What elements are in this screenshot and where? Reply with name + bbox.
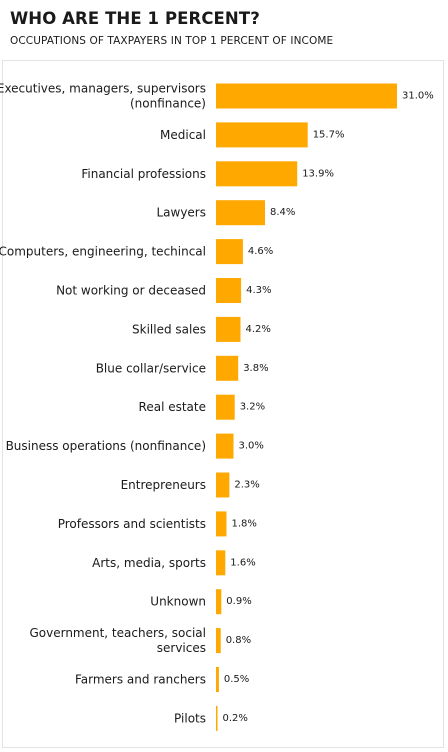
value-label-14: 0.8% <box>226 635 251 646</box>
category-label-1: Medical <box>160 128 206 142</box>
value-label-7: 3.8% <box>243 363 268 374</box>
category-label-5-line-0: Not working or deceased <box>56 284 206 298</box>
category-label-1-line-0: Medical <box>160 128 206 142</box>
category-label-7-line-0: Blue collar/service <box>96 361 206 375</box>
category-label-4-line-0: Computers, engineering, techincal <box>0 245 206 259</box>
category-label-2-line-0: Financial professions <box>81 167 206 181</box>
value-label-0: 31.0% <box>402 91 434 102</box>
value-label-6: 4.2% <box>246 324 271 335</box>
value-label-9: 3.0% <box>239 441 264 452</box>
category-label-14-line-0: Government, teachers, social <box>29 626 206 640</box>
category-label-11-line-0: Professors and scientists <box>58 517 206 531</box>
value-label-15: 0.5% <box>224 674 249 685</box>
category-label-0-line-0: Executives, managers, supervisors <box>0 82 206 96</box>
chart-title: WHO ARE THE 1 PERCENT? <box>10 9 260 28</box>
bar-14 <box>216 628 221 654</box>
category-label-9-line-0: Business operations (nonfinance) <box>6 439 206 453</box>
category-label-7: Blue collar/service <box>96 361 206 375</box>
chart-subtitle: OCCUPATIONS OF TAXPAYERS IN TOP 1 PERCEN… <box>10 35 334 47</box>
value-label-10: 2.3% <box>234 480 259 491</box>
bar-11 <box>216 511 227 537</box>
category-label-3-line-0: Lawyers <box>156 206 206 220</box>
category-label-14: Government, teachers, social services <box>29 626 206 655</box>
category-label-16: Pilots <box>174 711 206 725</box>
category-label-16-line-0: Pilots <box>174 711 206 725</box>
bar-3 <box>216 200 265 226</box>
value-label-8: 3.2% <box>240 402 265 413</box>
bar-7 <box>216 355 239 381</box>
category-label-10-line-0: Entrepreneurs <box>121 478 206 492</box>
category-label-13-line-0: Unknown <box>150 595 206 609</box>
category-label-6-line-0: Skilled sales <box>132 322 206 336</box>
value-label-11: 1.8% <box>232 518 257 529</box>
category-label-6: Skilled sales <box>132 322 206 336</box>
category-label-8-line-0: Real estate <box>139 400 206 414</box>
value-label-5: 4.3% <box>246 285 271 296</box>
bar-2 <box>216 161 298 187</box>
category-label-14-line-1: services <box>157 641 206 655</box>
bar-9 <box>216 433 234 459</box>
category-label-10: Entrepreneurs <box>121 478 206 492</box>
category-label-8: Real estate <box>139 400 206 414</box>
value-label-16: 0.2% <box>223 713 248 724</box>
bar-0 <box>216 83 397 109</box>
category-label-5: Not working or deceased <box>56 284 206 298</box>
bar-4 <box>216 239 243 265</box>
category-label-15-line-0: Farmers and ranchers <box>75 673 206 687</box>
chart-frame <box>2 60 444 748</box>
bar-16 <box>216 705 218 731</box>
bar-8 <box>216 394 235 420</box>
bar-12 <box>216 550 226 576</box>
value-label-12: 1.6% <box>230 557 255 568</box>
value-label-4: 4.6% <box>248 246 273 257</box>
category-label-9: Business operations (nonfinance) <box>6 439 206 453</box>
category-label-3: Lawyers <box>156 206 206 220</box>
bar-15 <box>216 667 219 692</box>
category-label-4: Computers, engineering, techincal <box>0 245 206 259</box>
value-label-1: 15.7% <box>313 129 345 140</box>
bar-1 <box>216 122 308 148</box>
category-label-12-line-0: Arts, media, sports <box>92 556 206 570</box>
category-label-2: Financial professions <box>81 167 206 181</box>
bar-10 <box>216 472 230 498</box>
value-label-13: 0.9% <box>226 596 251 607</box>
category-label-0-line-1: (nonfinance) <box>130 97 206 111</box>
category-label-12: Arts, media, sports <box>92 556 206 570</box>
category-label-13: Unknown <box>150 595 206 609</box>
category-label-0: Executives, managers, supervisors (nonfin… <box>0 82 206 111</box>
bar-5 <box>216 278 242 303</box>
bar-6 <box>216 316 241 342</box>
value-label-2: 13.9% <box>302 168 334 179</box>
value-label-3: 8.4% <box>270 207 295 218</box>
bar-13 <box>216 589 222 615</box>
category-label-15: Farmers and ranchers <box>75 673 206 687</box>
category-label-11: Professors and scientists <box>58 517 206 531</box>
